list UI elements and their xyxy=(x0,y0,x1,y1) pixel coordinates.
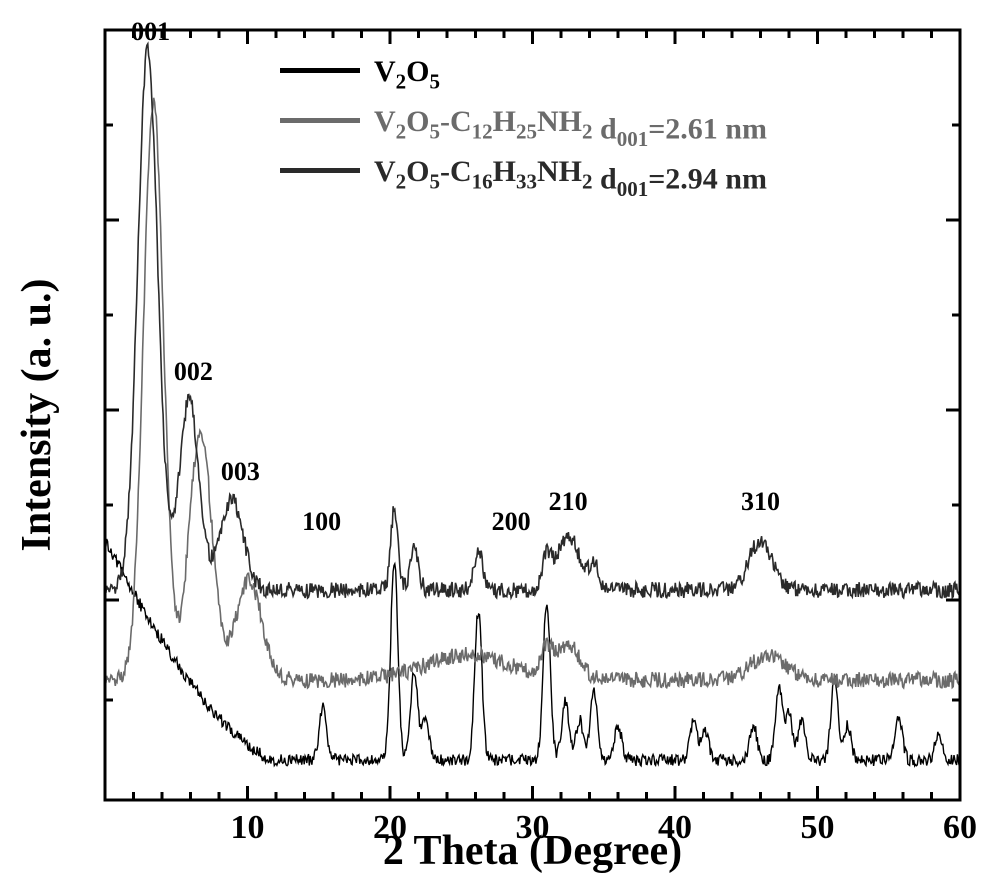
peak-label: 100 xyxy=(302,507,341,536)
x-tick-label: 50 xyxy=(801,809,835,846)
x-tick-label: 10 xyxy=(231,809,265,846)
xrd-figure: 1020304050602 Theta (Degree)Intensity (a… xyxy=(0,0,1000,876)
peak-label: 003 xyxy=(221,457,260,486)
peak-label: 310 xyxy=(741,487,780,516)
x-axis-label: 2 Theta (Degree) xyxy=(383,828,682,874)
peak-label: 200 xyxy=(492,507,531,536)
peak-label: 001 xyxy=(131,17,170,46)
x-tick-label: 60 xyxy=(943,809,977,846)
xrd-svg: 1020304050602 Theta (Degree)Intensity (a… xyxy=(0,0,1000,876)
peak-label: 210 xyxy=(549,487,588,516)
y-axis-label: Intensity (a. u.) xyxy=(14,278,60,551)
peak-label: 002 xyxy=(174,357,213,386)
